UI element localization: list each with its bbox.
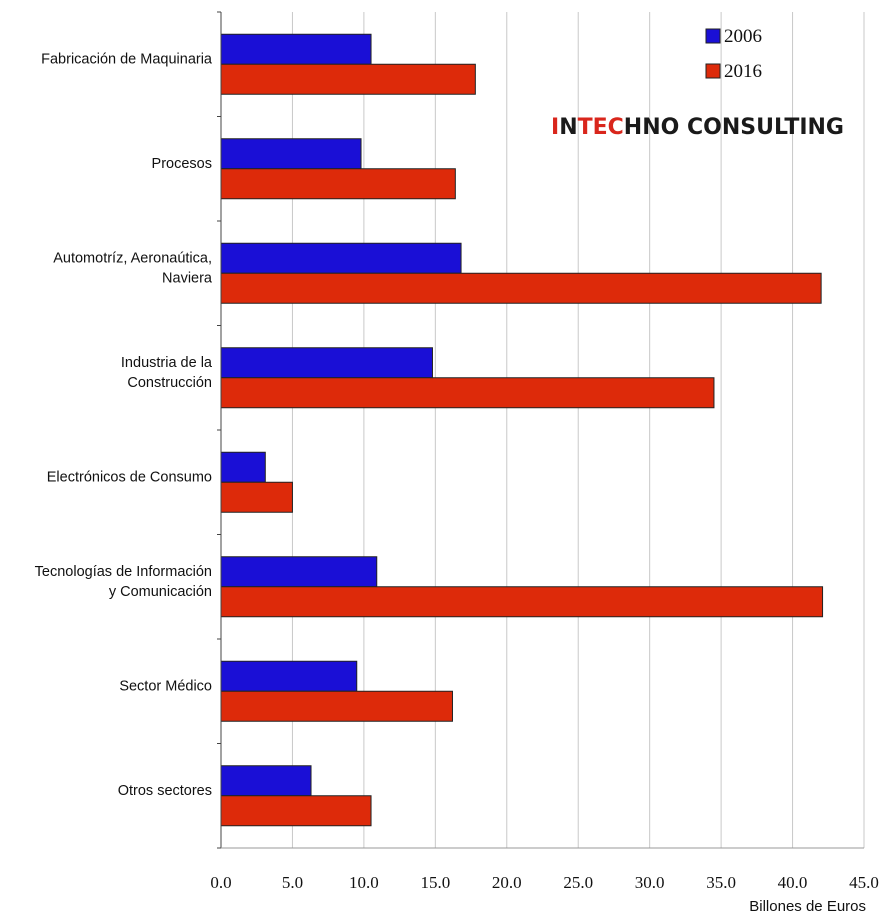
x-tick-label: 45.0	[849, 873, 879, 892]
brand-logo-part: HNO CONSULTING	[624, 115, 844, 140]
category-label: Naviera	[162, 270, 213, 286]
bar-2016-0	[220, 63, 476, 95]
legend-label: 2006	[724, 26, 762, 47]
brand-logo-part: TEC	[578, 115, 624, 140]
brand-logo-part: I	[551, 115, 559, 140]
x-tick-label: 0.0	[210, 873, 231, 892]
legend-swatch	[705, 28, 721, 44]
legend: 2006 2016	[705, 26, 762, 82]
x-tick-label: 35.0	[706, 873, 736, 892]
x-axis-title: Billones de Euros	[749, 898, 866, 915]
category-label: Otros sectores	[118, 783, 212, 799]
category-label: Industria de la	[121, 355, 213, 371]
legend-label: 2016	[724, 61, 762, 82]
category-label: Sector Médico	[119, 678, 212, 694]
brand-logo: INTECHNO CONSULTING	[551, 115, 844, 140]
x-tick-label: 25.0	[563, 873, 593, 892]
bars	[220, 33, 824, 827]
bar-2006-4	[220, 451, 266, 483]
x-tick-label: 30.0	[635, 873, 665, 892]
bar-2016-5	[220, 586, 824, 618]
x-tick-label: 10.0	[349, 873, 379, 892]
bar-2016-1	[220, 168, 456, 200]
bar-2006-6	[220, 660, 358, 692]
category-label: Tecnologías de Información	[35, 564, 212, 580]
category-label: Construcción	[127, 375, 212, 391]
bar-2006-2	[220, 242, 462, 274]
category-label: Fabricación de Maquinaria	[41, 51, 213, 67]
x-tick-label: 20.0	[492, 873, 522, 892]
bar-2006-0	[220, 33, 372, 65]
category-label: Electrónicos de Consumo	[47, 469, 212, 485]
bar-2006-1	[220, 138, 362, 170]
axes	[217, 11, 864, 849]
bar-2006-3	[220, 347, 433, 379]
bar-2016-3	[220, 377, 715, 409]
bar-2006-5	[220, 556, 378, 588]
bar-2016-6	[220, 690, 453, 722]
legend-swatch	[705, 63, 721, 79]
category-labels: Fabricación de Maquinaria Procesos Automot…	[35, 51, 213, 799]
svg-text:INTECHNO CONSULTING: INTECHNO CONSULTING	[551, 115, 844, 140]
category-label: y Comunicación	[109, 584, 212, 600]
brand-logo-part: N	[559, 115, 577, 140]
bar-2006-7	[220, 765, 312, 797]
bar-2016-2	[220, 272, 822, 304]
bar-2016-4	[220, 481, 293, 513]
x-tick-label: 40.0	[778, 873, 808, 892]
grid-lines	[291, 12, 865, 848]
x-tick-labels: 0.0 5.0 10.0 15.0 20.0 25.0 30.0 35.0 40.0 45.0	[210, 873, 879, 892]
bar-2016-7	[220, 795, 372, 827]
category-label: Automotríz, Aeronaútica,	[53, 250, 212, 266]
x-tick-label: 15.0	[420, 873, 450, 892]
category-label: Procesos	[152, 156, 212, 172]
x-tick-label: 5.0	[282, 873, 303, 892]
